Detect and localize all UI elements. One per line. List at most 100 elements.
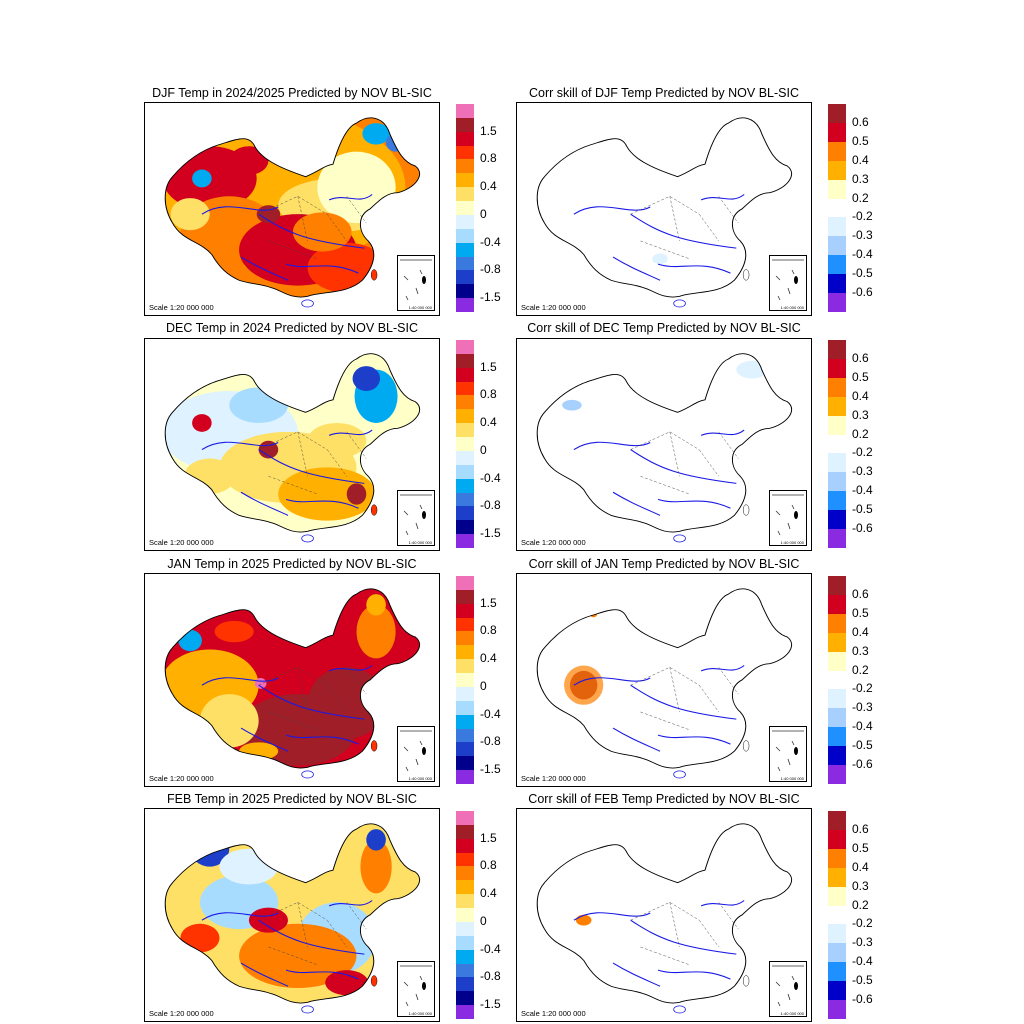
colorbar-swatch xyxy=(828,943,846,963)
colorbar-tick-label: -0.8 xyxy=(480,969,501,984)
field-blob xyxy=(385,133,406,152)
colorbar-tick-label: 0.4 xyxy=(852,388,869,403)
colorbar-swatch xyxy=(456,256,474,271)
inset-coastline xyxy=(400,259,432,301)
colorbar-tick-label: 0.4 xyxy=(480,415,497,430)
river-line xyxy=(328,665,373,672)
field-blob xyxy=(229,146,269,175)
taiwan-island xyxy=(370,269,378,281)
field-blob xyxy=(652,253,668,265)
colorbar-swatch xyxy=(456,381,474,396)
inset-island xyxy=(422,511,426,519)
colorbar-swatch xyxy=(456,242,474,258)
colorbar-tick-label: -1.5 xyxy=(480,762,501,777)
temperature-map: Scale 1:20 000 000 1:40 000 000 xyxy=(144,573,440,787)
inset-island xyxy=(794,982,798,990)
colorbar-swatch xyxy=(456,838,474,854)
colorbar-swatch xyxy=(456,450,474,466)
scale-label: Scale 1:20 000 000 xyxy=(149,774,214,783)
colorbar-swatch xyxy=(456,214,474,230)
inset-scale-label: 1:40 000 000 xyxy=(780,776,804,781)
field-blob xyxy=(352,366,380,391)
river-line xyxy=(258,684,365,720)
colorbar-swatch xyxy=(456,728,474,743)
colorbar-swatch xyxy=(456,534,474,549)
hainan-island xyxy=(673,1005,686,1014)
colorbar-swatch xyxy=(456,284,474,299)
colorbar-tick-label: -0.3 xyxy=(852,228,873,243)
colorbar-swatch xyxy=(828,924,846,944)
correlation-map: Scale 1:20 000 000 1:40 000 000 xyxy=(516,573,812,787)
colorbar-tick-label: -0.4 xyxy=(480,234,501,249)
colorbar-swatch xyxy=(456,866,474,881)
colorbar-tick-label: -1.5 xyxy=(480,997,501,1012)
correlation-map: Scale 1:20 000 000 1:40 000 000 xyxy=(516,102,812,316)
field-blob xyxy=(366,594,386,616)
colorbar-swatch xyxy=(456,686,474,702)
river-line xyxy=(201,677,279,686)
colorbar-swatch xyxy=(828,160,846,181)
inset-coastline xyxy=(400,965,432,1007)
field-blob xyxy=(307,422,367,459)
map-graphic xyxy=(164,823,421,1014)
map-graphic xyxy=(536,117,793,308)
river-line xyxy=(573,677,651,686)
temperature-map: Scale 1:20 000 000 1:40 000 000 xyxy=(144,102,440,316)
river-line xyxy=(657,734,731,745)
colorbar-swatch xyxy=(456,576,474,591)
colorbar-swatch xyxy=(456,187,474,202)
colorbar-swatch xyxy=(828,962,846,982)
colorbar-tick-label: 1.5 xyxy=(480,123,497,138)
river-line xyxy=(328,900,373,907)
colorbar-tick-label: -0.6 xyxy=(852,757,873,772)
colorbar-swatch xyxy=(828,886,846,907)
field-background xyxy=(537,823,792,1004)
colorbar-swatch xyxy=(456,353,474,369)
colorbar-tick-label: -0.4 xyxy=(480,941,501,956)
colorbar-tick-label: 0.4 xyxy=(480,179,497,194)
inset-scale-label: 1:40 000 000 xyxy=(408,776,432,781)
colorbar-tick-label: 0.8 xyxy=(480,858,497,873)
river-line xyxy=(700,429,745,436)
inset-graphic xyxy=(400,259,432,301)
colorbar-tick-label: -0.4 xyxy=(480,470,501,485)
river-line xyxy=(700,665,745,672)
correlation-map: Scale 1:20 000 000 1:40 000 000 xyxy=(516,338,812,551)
colorbar-tick-label: -0.5 xyxy=(852,502,873,517)
panel-title: Corr skill of DEC Temp Predicted by NOV … xyxy=(527,321,801,335)
inset-graphic xyxy=(400,730,432,772)
colorbar-swatch xyxy=(828,434,846,454)
river-line xyxy=(630,449,737,484)
taiwan-island xyxy=(742,504,750,516)
colorbar-swatch xyxy=(456,659,474,674)
colorbar-tick-label: 0.5 xyxy=(852,133,869,148)
colorbar-swatch xyxy=(828,236,846,256)
colorbar-tick-label: 0.3 xyxy=(852,878,869,893)
colorbar-tick-label: 0.4 xyxy=(852,859,869,874)
inset-island xyxy=(422,747,426,755)
panel-title: DJF Temp in 2024/2025 Predicted by NOV B… xyxy=(152,86,432,100)
field-background xyxy=(537,117,792,298)
colorbar-swatch xyxy=(456,173,474,188)
hainan-island xyxy=(673,534,686,543)
colorbar-swatch xyxy=(456,131,474,147)
inset-coastline xyxy=(772,965,804,1007)
colorbar-swatch xyxy=(828,848,846,869)
scale-label: Scale 1:20 000 000 xyxy=(521,774,586,783)
colorbar-tick-label: -0.6 xyxy=(852,521,873,536)
colorbar-swatch xyxy=(828,255,846,275)
taiwan-island xyxy=(742,740,750,752)
colorbar-swatch xyxy=(456,1005,474,1020)
south-china-sea-inset: 1:40 000 000 xyxy=(769,490,807,546)
province-boundaries xyxy=(258,196,367,260)
hainan-island xyxy=(301,770,314,779)
taiwan-island xyxy=(370,504,378,516)
colorbar-swatch xyxy=(456,756,474,771)
river-line xyxy=(328,194,373,201)
colorbar-tick-label: 0 xyxy=(480,678,487,693)
colorbar-swatch xyxy=(456,673,474,688)
colorbar-swatch xyxy=(456,894,474,909)
colorbar-tick-label: -0.4 xyxy=(852,954,873,969)
south-china-sea-inset: 1:40 000 000 xyxy=(769,255,807,311)
colorbar-tick-label: -0.8 xyxy=(480,734,501,749)
